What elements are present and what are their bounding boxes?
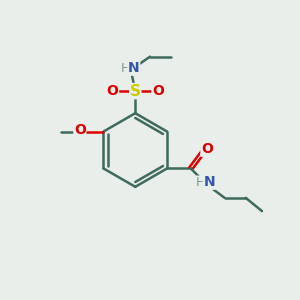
Text: S: S: [130, 84, 141, 99]
Text: N: N: [128, 61, 140, 75]
Text: O: O: [152, 84, 164, 98]
Text: H: H: [196, 176, 205, 189]
Text: O: O: [201, 142, 213, 156]
Text: O: O: [107, 84, 118, 98]
Text: N: N: [203, 175, 215, 189]
Text: O: O: [74, 123, 86, 137]
Text: H: H: [121, 61, 130, 75]
